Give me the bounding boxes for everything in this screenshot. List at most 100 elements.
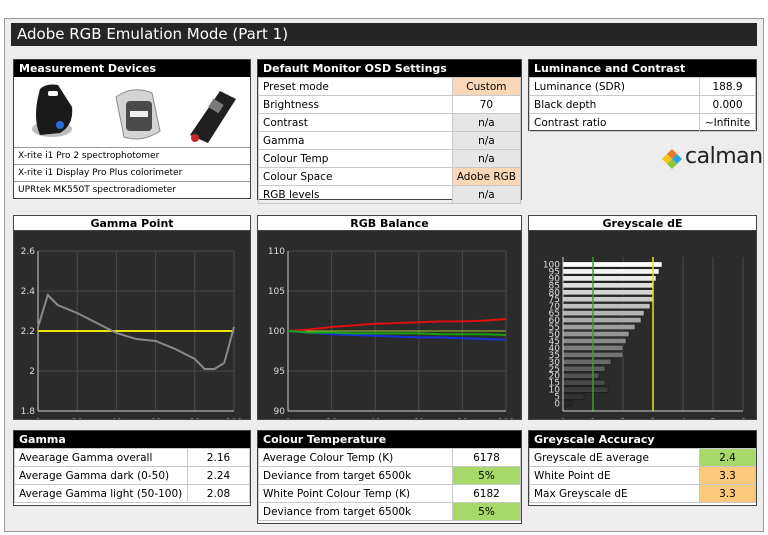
page-title: Adobe RGB Emulation Mode (Part 1) — [11, 23, 757, 46]
y-tick-label: 100 — [543, 260, 560, 270]
de-bar — [562, 275, 657, 282]
row-label: Average Gamma dark (0-50) — [14, 466, 188, 485]
table-row: RGB levels n/a — [258, 185, 522, 204]
de-bar — [562, 310, 645, 317]
row-label: White Point Colour Temp (K) — [258, 484, 453, 503]
row-label: Colour Temp — [258, 149, 453, 168]
de-bar — [562, 261, 663, 268]
gamma-point-panel: Gamma Point 0 20 40 60 80 100 1.8 2 2.2 2.4 2.6 — [13, 215, 251, 428]
plot-background — [258, 231, 521, 419]
luminance-header: Luminance and Contrast — [529, 60, 756, 77]
colour-temp-panel: Colour Temperature Average Colour Temp (… — [257, 430, 522, 524]
y-tick-label: 2.2 — [21, 327, 35, 337]
table-row: Deviance from target 6500k 5% — [258, 502, 521, 521]
row-label: Gamma — [258, 131, 453, 150]
x-tick-label: 0 — [35, 418, 41, 419]
osd-table: Preset mode Custom Brightness 70 Contrast n… — [258, 77, 522, 204]
y-tick-label: 50 — [549, 330, 561, 340]
row-value: Adobe RGB — [451, 167, 522, 186]
row-label: Average Gamma light (50-100) — [14, 484, 188, 503]
table-row: Brightness 70 — [258, 95, 522, 114]
plot-background — [14, 231, 250, 419]
gamma-panel: Gamma Avearage Gamma overall 2.16 Average… — [13, 430, 251, 506]
de-bar — [562, 289, 654, 296]
x-tick-label: 60 — [150, 418, 162, 419]
colour-temp-header: Colour Temperature — [258, 431, 521, 448]
calman-logo-mark — [662, 149, 682, 169]
de-bar — [562, 324, 636, 330]
table-row: Contrast n/a — [258, 113, 522, 132]
de-bar — [562, 386, 609, 393]
luminance-table: Luminance (SDR) 188.9 Black depth 0.000 Co… — [529, 77, 756, 132]
x-tick-label: 40 — [369, 418, 381, 419]
colour-temp-table: Average Colour Temp (K) 6178 Deviance fro… — [258, 448, 521, 521]
x-tick-label: 0 — [560, 418, 566, 419]
greyscale-accuracy-table: Greyscale dE average 2.4 White Point dE 3.… — [529, 448, 756, 503]
x-tick-label: 5 — [710, 418, 716, 419]
y-tick-label: 0 — [554, 400, 560, 410]
gamma-header: Gamma — [14, 431, 250, 448]
devices-panel: Measurement Devices — [13, 59, 251, 199]
y-tick-label: 80 — [549, 288, 561, 298]
y-tick-label: 85 — [549, 281, 560, 291]
row-label: Avearage Gamma overall — [14, 448, 188, 467]
row-value: n/a — [451, 113, 522, 132]
y-tick-label: 30 — [549, 358, 561, 368]
devices-list: X-rite i1 Pro 2 spectrophotomer X-rite i… — [14, 147, 250, 198]
red-series-line — [287, 318, 507, 332]
row-value: 0.000 — [699, 95, 756, 114]
rgb-balance-chart: 0 20 40 60 80 100 90 95 100 105 110 — [258, 231, 521, 428]
row-value: 5% — [452, 502, 521, 521]
row-label: Brightness — [258, 95, 453, 114]
row-value: 2.24 — [187, 466, 250, 485]
devices-header: Measurement Devices — [14, 60, 250, 77]
gamma-series-line — [37, 293, 235, 370]
y-tick-label: 75 — [549, 295, 560, 305]
de-bar — [562, 268, 660, 275]
y-tick-label: 110 — [268, 247, 285, 257]
de-bar — [562, 393, 585, 400]
calman-logo: calman — [661, 144, 763, 174]
greyscale-accuracy-panel: Greyscale Accuracy Greyscale dE average 2… — [528, 430, 757, 506]
greyscale-de-title: Greyscale dE — [529, 216, 756, 231]
de-bar — [562, 358, 612, 365]
y-tick-label: 65 — [549, 309, 560, 319]
table-row: Average Gamma dark (0-50) 2.24 — [14, 466, 250, 485]
y-tick-label: 105 — [268, 287, 285, 297]
x-tick-label: 100 — [497, 418, 514, 419]
row-label: Average Colour Temp (K) — [258, 448, 453, 467]
device-item: X-rite i1 Display Pro Plus colorimeter — [14, 164, 250, 181]
y-tick-label: 70 — [549, 302, 561, 312]
table-row: Average Colour Temp (K) 6178 — [258, 448, 521, 467]
row-value: 6182 — [452, 484, 521, 503]
table-row: Luminance (SDR) 188.9 — [529, 77, 756, 96]
row-value: 5% — [452, 466, 521, 485]
table-row: Avearage Gamma overall 2.16 — [14, 448, 250, 467]
y-tick-label: 10 — [549, 386, 561, 396]
y-tick-label: 60 — [549, 316, 561, 326]
y-tick-label: 5 — [554, 393, 560, 403]
x-tick-label: 3 — [650, 418, 656, 419]
x-tick-label: 80 — [457, 418, 469, 419]
y-tick-label: 25 — [549, 365, 560, 375]
y-tick-label: 40 — [549, 344, 561, 354]
green-series-line — [287, 330, 507, 336]
y-tick-label: 2.6 — [21, 247, 36, 257]
gamma-point-chart: 0 20 40 60 80 100 1.8 2 2.2 2.4 2.6 — [14, 231, 250, 428]
row-label: Max Greyscale dE — [529, 484, 700, 503]
y-tick-label: 100 — [268, 327, 285, 337]
spectrophotometer-image — [32, 84, 73, 137]
x-tick-label: 4 — [680, 418, 686, 419]
row-label: Black depth — [529, 95, 700, 114]
de-bar — [562, 379, 606, 386]
rgb-balance-title: RGB Balance — [258, 216, 521, 231]
device-item: X-rite i1 Pro 2 spectrophotomer — [14, 147, 250, 164]
x-tick-label: 1 — [590, 418, 596, 419]
row-label: Luminance (SDR) — [529, 77, 700, 96]
y-tick-label: 90 — [549, 274, 561, 284]
osd-header: Default Monitor OSD Settings — [258, 60, 521, 77]
y-tick-label: 45 — [549, 337, 560, 347]
row-value: 2.08 — [187, 484, 250, 503]
y-tick-label: 90 — [274, 407, 286, 417]
gamma-point-title: Gamma Point — [14, 216, 250, 231]
